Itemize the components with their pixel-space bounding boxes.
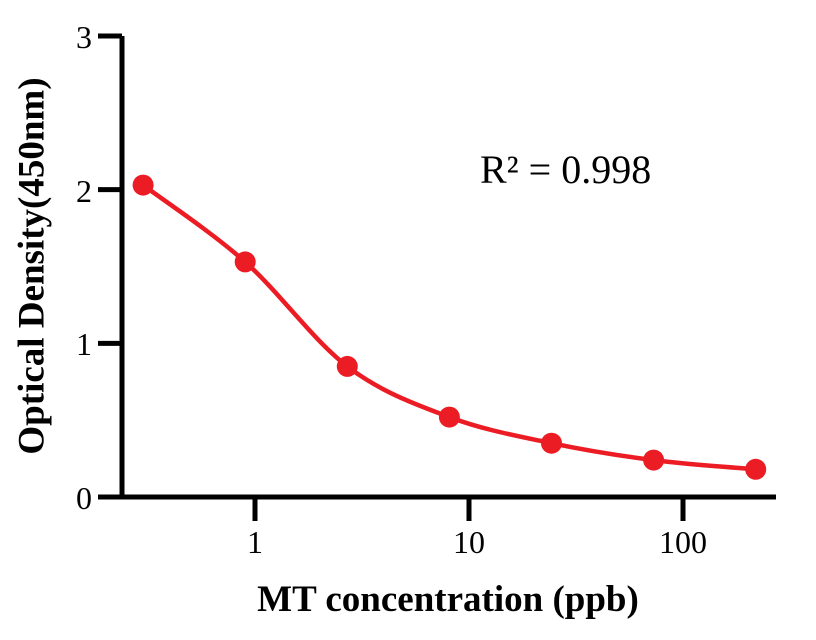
axis-spine [119,36,776,500]
data-point-72.9 [643,449,665,471]
x-axis-title: MT concentration (ppb) [257,579,639,620]
data-point-0.9 [234,251,256,273]
x-tick-label-100: 100 [659,524,707,560]
data-point-0.3 [132,174,154,196]
y-tick-label-1: 1 [76,326,92,363]
data-point-218.7 [745,458,767,480]
x-tick-label-10: 10 [453,524,485,560]
data-point-2.7 [336,355,358,377]
r-squared-annotation: R² = 0.998 [480,147,652,192]
y-tick-label-3: 3 [76,18,92,55]
y-tick-label-0: 0 [76,480,92,516]
y-tick-label-2: 2 [76,172,92,209]
data-point-8.1 [438,406,460,428]
x-tick-label-1: 1 [247,524,263,560]
y-axis-title: Optical Density(450nm) [11,77,53,455]
data-point-24.3 [541,432,562,454]
